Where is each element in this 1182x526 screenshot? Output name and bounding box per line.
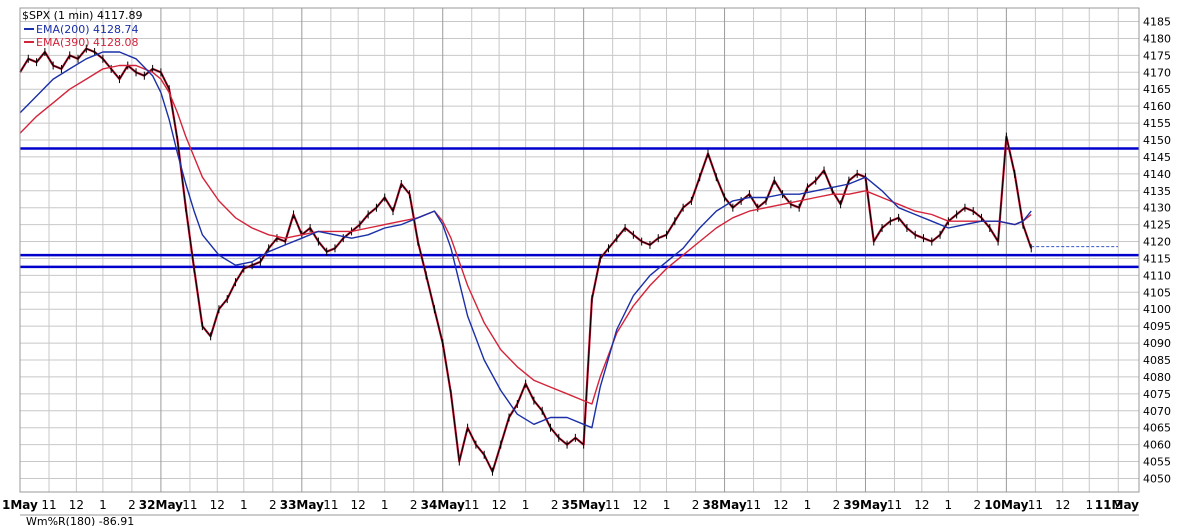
- ema200-series-line: [19, 51, 1032, 429]
- y-tick-label-2: 4060: [1143, 439, 1171, 452]
- x-tick-label-27: 12: [773, 498, 788, 512]
- x-tick-label-6: 11: [182, 498, 197, 512]
- y-tick-label-8: 4090: [1143, 337, 1171, 350]
- x-tick-label-30: 39May: [843, 498, 887, 512]
- x-tick-label-25: 38May: [702, 498, 746, 512]
- x-axis: 1May 11 12 1 2 32May 11 12 1 2 33May 11 12 1 2 34May 11 1…: [2, 498, 1139, 512]
- x-tick-label-28: 1: [804, 498, 812, 512]
- y-tick-label-27: 4185: [1143, 16, 1171, 29]
- y-tick-label-14: 4120: [1143, 236, 1171, 249]
- ema390-series-line: [19, 64, 1032, 405]
- y-tick-label-19: 4145: [1143, 151, 1171, 164]
- y-tick-label-7: 4085: [1143, 354, 1171, 367]
- sub-panel-label: Wm%R(180) -86.91: [26, 515, 134, 526]
- chart-title: $SPX (1 min) 4117.89: [22, 9, 142, 22]
- x-tick-label-33: 1: [945, 498, 953, 512]
- plot-frame: [19, 7, 1140, 493]
- x-tick-label-12: 12: [351, 498, 366, 512]
- x-tick-label-34: 2: [974, 498, 982, 512]
- x-tick-label-15: 34May: [421, 498, 465, 512]
- y-tick-label-16: 4130: [1143, 202, 1171, 215]
- x-tick-label-8: 1: [240, 498, 248, 512]
- y-tick-label-12: 4110: [1143, 269, 1171, 282]
- x-tick-label-1: 11: [41, 498, 56, 512]
- x-tick-label-32: 12: [914, 498, 929, 512]
- x-tick-label-22: 12: [632, 498, 647, 512]
- x-tick-label-35: 10May: [984, 498, 1028, 512]
- y-tick-label-10: 4100: [1143, 303, 1171, 316]
- y-tick-label-24: 4170: [1143, 66, 1171, 79]
- sub-panel: Wm%R(180) -86.91: [20, 514, 1139, 526]
- y-tick-label-21: 4155: [1143, 117, 1171, 130]
- x-tick-label-3: 1: [99, 498, 107, 512]
- chart-series: [19, 44, 1118, 476]
- y-tick-label-22: 4160: [1143, 100, 1171, 113]
- y-tick-label-5: 4075: [1143, 388, 1171, 401]
- x-tick-label-38: 1: [1085, 498, 1093, 512]
- x-tick-label-13: 1: [381, 498, 389, 512]
- chart-grid: [19, 8, 1140, 492]
- x-tick-label-9: 2: [269, 498, 277, 512]
- y-tick-label-18: 4140: [1143, 168, 1171, 181]
- x-tick-label-0: 1May: [2, 498, 38, 512]
- x-tick-label-36: 11: [1028, 498, 1043, 512]
- y-tick-label-15: 4125: [1143, 219, 1171, 232]
- y-tick-label-4: 4070: [1143, 405, 1171, 418]
- x-tick-label-7: 12: [210, 498, 225, 512]
- y-tick-label-11: 4105: [1143, 286, 1171, 299]
- x-tick-label-31: 11: [887, 498, 902, 512]
- y-tick-label-23: 4165: [1143, 83, 1171, 96]
- y-tick-label-20: 4150: [1143, 134, 1171, 147]
- y-tick-label-13: 4115: [1143, 252, 1171, 265]
- x-tick-label-18: 1: [522, 498, 530, 512]
- y-tick-label-1: 4055: [1143, 456, 1171, 469]
- x-tick-label-11: 11: [323, 498, 338, 512]
- x-tick-label-17: 12: [491, 498, 506, 512]
- horizontal-levels: [20, 147, 1139, 269]
- y-tick-label-6: 4080: [1143, 371, 1171, 384]
- x-tick-label-21: 11: [605, 498, 620, 512]
- x-tick-label-37: 12: [1055, 498, 1070, 512]
- y-tick-label-17: 4135: [1143, 185, 1171, 198]
- x-tick-label-10: 33May: [280, 498, 324, 512]
- ema200-legend-label: EMA(200) 4128.74: [36, 23, 139, 36]
- y-tick-label-0: 4050: [1143, 472, 1171, 485]
- x-tick-label-40: 11May: [1095, 498, 1139, 512]
- x-tick-label-19: 2: [551, 498, 559, 512]
- x-tick-label-24: 2: [692, 498, 700, 512]
- x-tick-label-4: 2: [128, 498, 136, 512]
- x-tick-label-20: 35May: [562, 498, 606, 512]
- y-tick-label-9: 4095: [1143, 320, 1171, 333]
- y-tick-label-26: 4180: [1143, 32, 1171, 45]
- ema390-legend-label: EMA(390) 4128.08: [36, 36, 139, 49]
- x-tick-label-23: 1: [663, 498, 671, 512]
- x-tick-label-16: 11: [464, 498, 479, 512]
- x-tick-label-5: 32May: [139, 498, 183, 512]
- x-tick-label-2: 12: [69, 498, 84, 512]
- x-tick-label-39: 2: [1114, 498, 1122, 512]
- y-tick-label-25: 4175: [1143, 49, 1171, 62]
- x-tick-label-29: 2: [833, 498, 841, 512]
- chart-legend: $SPX (1 min) 4117.89 EMA(200) 4128.74 EM…: [22, 9, 142, 49]
- y-tick-label-3: 4065: [1143, 422, 1171, 435]
- x-tick-label-26: 11: [746, 498, 761, 512]
- x-tick-label-14: 2: [410, 498, 418, 512]
- y-axis: 4050 4055 4060 4065 4070 4075 4080 4085 4090 4095…: [1143, 16, 1171, 486]
